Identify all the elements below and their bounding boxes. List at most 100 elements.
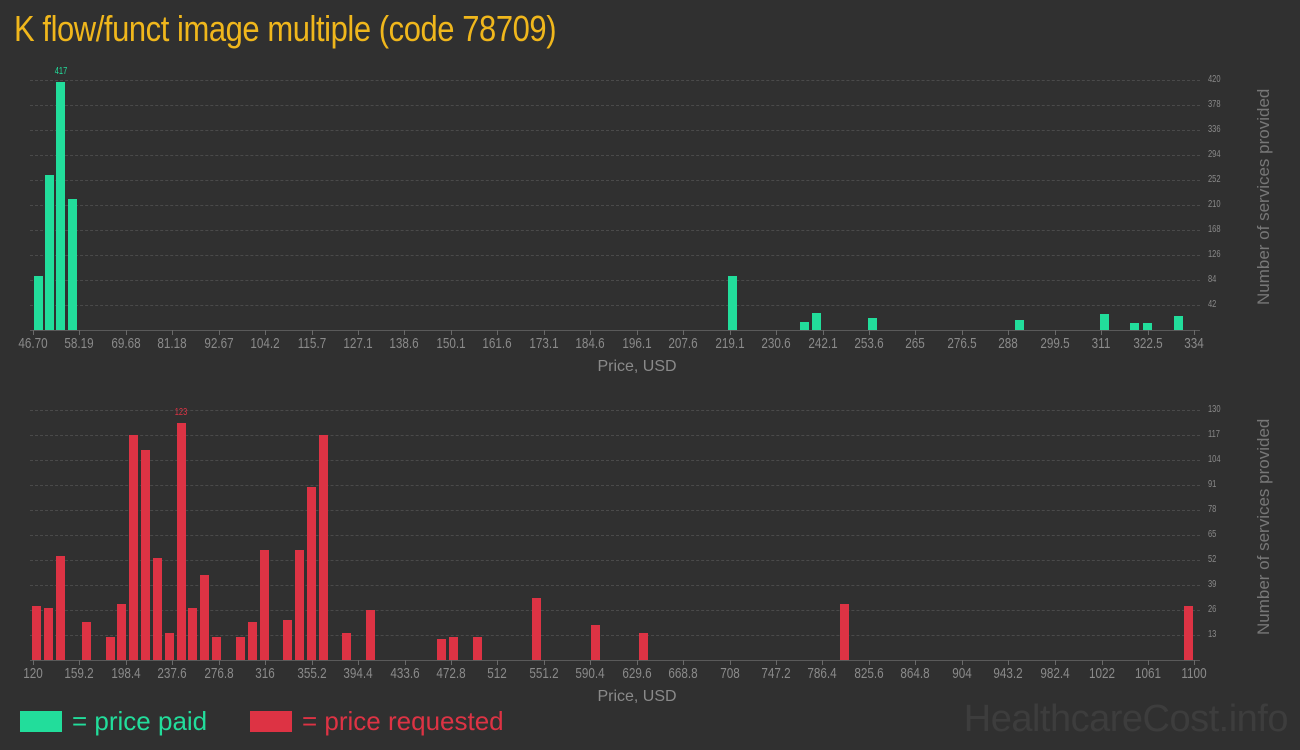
x-tick-label: 288	[998, 335, 1018, 352]
x-tick-label: 316	[255, 665, 275, 682]
legend-requested-label: = price requested	[302, 706, 504, 736]
x-tick-label: 242.1	[807, 335, 838, 352]
x-tick-mark	[265, 330, 267, 335]
x-tick-mark	[358, 660, 360, 665]
x-tick-mark	[822, 660, 824, 665]
x-tick-mark	[590, 660, 592, 665]
x-tick-mark	[33, 330, 34, 335]
bar	[437, 638, 447, 660]
y-tick-label: 65	[1208, 529, 1217, 540]
x-tick-label: 120	[23, 665, 43, 682]
x-tick-label: 198.4	[111, 665, 141, 682]
bar	[1183, 606, 1193, 660]
x-tick-label: 161.6	[482, 335, 512, 352]
x-tick-mark	[79, 660, 81, 665]
gridline	[30, 535, 1200, 536]
x-tick-mark	[1054, 660, 1056, 665]
bar	[728, 275, 737, 330]
x-tick-mark	[125, 330, 127, 335]
gridline	[30, 105, 1200, 106]
bar	[212, 636, 222, 660]
peak-value-label: 123	[174, 407, 188, 419]
y-tick-label: 420	[1208, 74, 1221, 85]
x-tick-label: 104.2	[250, 335, 281, 352]
bar	[33, 275, 43, 330]
x-tick-mark	[636, 660, 638, 665]
x-tick-label: 265	[905, 335, 925, 352]
x-tick-label: 253.6	[854, 335, 884, 352]
legend-paid: = price paid	[20, 706, 207, 737]
x-tick-mark	[497, 660, 499, 665]
x-tick-mark	[404, 330, 406, 335]
x-tick-label: 394.4	[343, 665, 373, 682]
peak-value-label: 417	[54, 65, 68, 77]
gridline	[30, 435, 1200, 436]
x-tick-label: 943.2	[993, 665, 1023, 682]
x-tick-label: 184.6	[575, 335, 605, 352]
x-tick-label: 207.6	[668, 335, 698, 352]
bar	[259, 550, 269, 660]
gridline	[30, 130, 1200, 131]
y-tick-label: 378	[1208, 99, 1221, 110]
x-tick-label: 276.8	[204, 665, 234, 682]
x-tick-label: 150.1	[436, 335, 466, 352]
bar	[472, 636, 482, 660]
gridline	[30, 180, 1200, 181]
x-tick-mark	[729, 330, 731, 335]
x-tick-label: 904	[952, 665, 972, 682]
x-tick-label: 472.8	[436, 665, 466, 682]
x-tick-label: 237.6	[157, 665, 187, 682]
gridline	[30, 280, 1200, 281]
bar	[366, 610, 376, 660]
x-tick-label: 173.1	[529, 335, 559, 352]
x-tick-mark	[961, 330, 963, 335]
x-tick-mark	[869, 330, 871, 335]
bar	[235, 636, 245, 660]
x-tick-mark	[1008, 330, 1010, 335]
x-tick-mark	[868, 660, 870, 665]
gridline	[30, 585, 1200, 586]
gridline	[30, 305, 1200, 306]
x-tick-label: 92.67	[204, 335, 234, 352]
x-tick-mark	[172, 330, 174, 335]
x-tick-label: 1061	[1134, 665, 1161, 682]
gridline	[30, 460, 1200, 461]
y-tick-label: 252	[1208, 174, 1221, 185]
x-tick-mark	[915, 330, 917, 335]
x-tick-mark	[822, 330, 824, 335]
x-tick-mark	[636, 330, 638, 335]
x-tick-mark	[450, 330, 452, 335]
bar	[176, 423, 186, 660]
x-tick-mark	[311, 330, 313, 335]
x-tick-mark	[1194, 330, 1195, 335]
x-tick-mark	[543, 660, 545, 665]
x-tick-label: 668.8	[668, 665, 698, 682]
x-tick-label: 433.6	[389, 665, 420, 682]
gridline	[30, 485, 1200, 486]
x-tick-mark	[1101, 660, 1103, 665]
gridline	[30, 155, 1200, 156]
x-tick-mark	[1008, 660, 1010, 665]
y-tick-label: 42	[1208, 299, 1217, 310]
bar	[295, 550, 305, 660]
x-tick-mark	[218, 660, 220, 665]
x-tick-mark	[79, 330, 81, 335]
legend-paid-label: = price paid	[72, 706, 208, 736]
y-tick-label: 294	[1208, 149, 1221, 160]
bar	[318, 435, 328, 660]
x-tick-mark	[961, 660, 963, 665]
x-tick-mark	[33, 660, 34, 665]
y-tick-label: 13	[1208, 629, 1217, 640]
x-tick-mark	[450, 660, 452, 665]
x-tick-mark	[683, 660, 685, 665]
bar	[141, 450, 151, 660]
bar	[43, 608, 53, 660]
bar	[868, 318, 878, 330]
bar	[247, 621, 257, 660]
bar	[164, 633, 174, 660]
bar	[152, 558, 162, 660]
x-tick-label: 159.2	[64, 665, 95, 682]
y-tick-label: 78	[1208, 504, 1217, 515]
x-tick-label: 982.4	[1040, 665, 1070, 682]
x-tick-mark	[915, 660, 917, 665]
